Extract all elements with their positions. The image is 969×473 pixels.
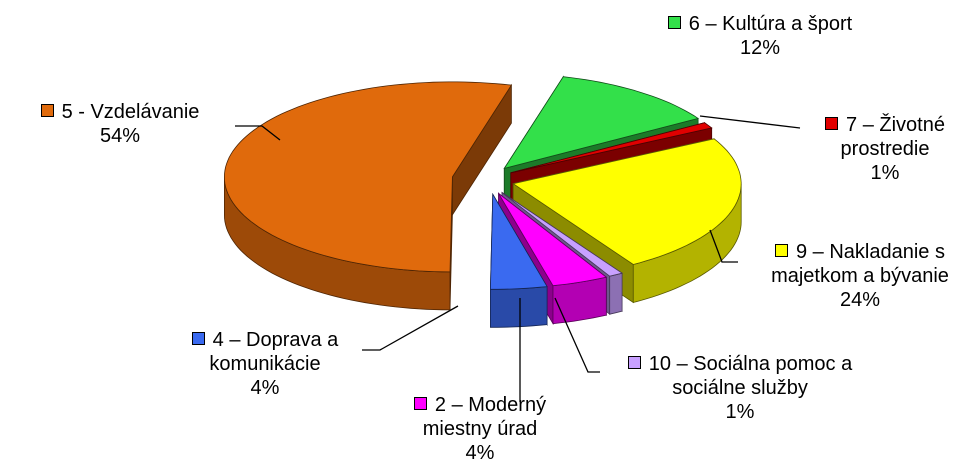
category-name: 7 – Životné prostredie xyxy=(840,114,945,160)
slice-top xyxy=(503,76,700,170)
data-label: 6 – Kultúra a šport 12% xyxy=(620,12,900,60)
percent-label: 54% xyxy=(99,125,141,147)
category-name: 10 – Sociálna pomoc a sociálne služby xyxy=(648,353,853,399)
category-name: 9 – Nakladanie s majetkom a bývanie xyxy=(771,241,949,287)
slice xyxy=(489,192,548,328)
leader-line xyxy=(554,297,600,373)
slice-top xyxy=(501,192,624,277)
legend-swatch xyxy=(825,117,839,130)
legend-swatch xyxy=(191,332,205,345)
category-name: 2 – Moderný miestny úrad xyxy=(422,394,547,440)
slice-top xyxy=(512,138,742,265)
category-name: 4 – Doprava a komunikácie xyxy=(209,329,339,375)
percent-label: 12% xyxy=(739,37,781,59)
legend-swatch xyxy=(667,16,681,29)
leader-line xyxy=(699,115,801,129)
percent-label: 1% xyxy=(870,162,900,184)
leader-lines xyxy=(235,115,801,402)
data-label: 2 – Moderný miestny úrad 4% xyxy=(380,393,580,465)
slice-top xyxy=(223,81,513,273)
leader-line xyxy=(709,229,738,263)
category-name: 5 - Vzdelávanie xyxy=(61,101,200,123)
percent-label: 4% xyxy=(250,377,280,399)
slice-top xyxy=(510,122,713,174)
legend-swatch xyxy=(40,104,54,117)
data-label: 7 – Životné prostredie 1% xyxy=(810,113,960,185)
slice-top xyxy=(489,192,548,290)
slice-wall xyxy=(609,272,623,315)
pie xyxy=(223,75,742,328)
data-label: 4 – Doprava a komunikácie 4% xyxy=(160,328,370,400)
legend-swatch xyxy=(413,397,427,410)
slice xyxy=(223,81,513,311)
data-label: 5 - Vzdelávanie 54% xyxy=(5,100,235,148)
data-label: 10 – Sociálna pomoc a sociálne služby 1% xyxy=(620,352,860,424)
leader-line xyxy=(235,125,281,141)
data-label: 9 – Nakladanie s majetkom a bývanie 24% xyxy=(745,240,969,312)
legend-swatch xyxy=(775,244,788,257)
slice-top xyxy=(498,193,608,287)
legend-swatch xyxy=(627,356,641,369)
percent-label: 4% xyxy=(465,442,495,464)
percent-label: 24% xyxy=(839,289,881,311)
percent-label: 1% xyxy=(725,401,755,423)
leader-line xyxy=(362,305,459,351)
slice-wall xyxy=(490,286,548,328)
category-name: 6 – Kultúra a šport xyxy=(688,13,853,35)
